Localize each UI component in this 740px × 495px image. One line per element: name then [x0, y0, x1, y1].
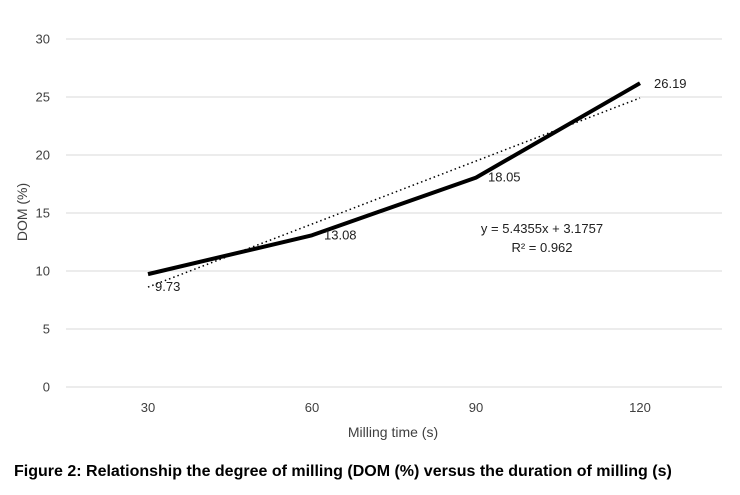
data-label: 9.73 — [155, 279, 180, 294]
data-label: 26.19 — [654, 76, 687, 91]
y-tick-label: 15 — [36, 206, 50, 221]
y-tick-labels: 0 5 10 15 20 25 30 — [36, 32, 50, 395]
y-tick-label: 20 — [36, 148, 50, 163]
y-tick-label: 30 — [36, 32, 50, 47]
gridlines — [66, 38, 722, 388]
y-tick-label: 25 — [36, 90, 50, 105]
data-labels: 9.73 13.08 18.05 26.19 — [155, 76, 687, 294]
y-axis-title: DOM (%) — [14, 183, 30, 241]
trendline-equation: y = 5.4355x + 3.1757 — [481, 221, 603, 236]
trendline-r-squared: R² = 0.962 — [511, 240, 572, 255]
y-tick-label: 10 — [36, 264, 50, 279]
x-tick-label: 60 — [305, 400, 319, 415]
x-tick-label: 30 — [141, 400, 155, 415]
x-axis-title: Milling time (s) — [348, 424, 438, 440]
series-line — [147, 81, 641, 277]
figure-caption: Figure 2: Relationship the degree of mil… — [14, 463, 672, 480]
x-tick-label: 120 — [629, 400, 651, 415]
data-label: 18.05 — [488, 170, 521, 185]
x-tick-label: 90 — [469, 400, 483, 415]
line-chart: 0 5 10 15 20 25 30 30 60 90 120 9.73 13.08 18.05 26.… — [14, 32, 722, 440]
x-tick-labels: 30 60 90 120 — [141, 400, 651, 415]
y-tick-label: 5 — [43, 322, 50, 337]
y-tick-label: 0 — [43, 380, 50, 395]
data-label: 13.08 — [324, 227, 357, 242]
